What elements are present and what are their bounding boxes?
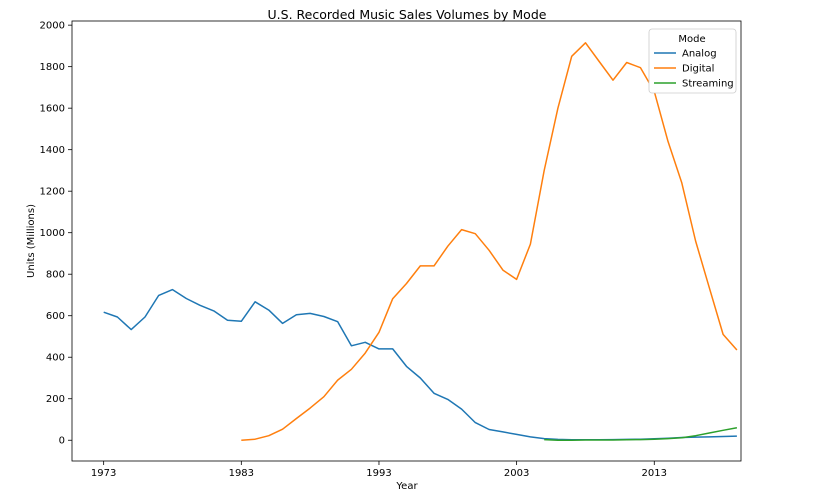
- x-tick-label: 2003: [504, 468, 529, 479]
- plot-lines: [103, 42, 738, 441]
- x-tick-label: 2013: [642, 468, 667, 479]
- y-tick-label: 2000: [40, 21, 65, 32]
- y-tick-label: 400: [46, 353, 65, 364]
- plot-frame: [71, 20, 742, 462]
- y-tick-label: 1200: [40, 187, 65, 198]
- y-tick-label: 600: [46, 311, 65, 322]
- y-tick-label: 1400: [40, 145, 65, 156]
- y-tick-label: 0: [59, 436, 65, 447]
- legend-label-analog: Analog: [682, 49, 717, 60]
- series-line-analog: [103, 288, 737, 441]
- y-tick-label: 800: [46, 270, 65, 281]
- series-line-streaming: [544, 427, 738, 441]
- legend: Mode Analog Digital Streaming: [648, 28, 737, 94]
- y-tick-label: 200: [46, 394, 65, 405]
- x-axis-label: Year: [395, 481, 418, 492]
- x-axis: 1973 1983 1993 2003 2013: [91, 461, 667, 479]
- legend-items: Analog Digital Streaming: [654, 49, 734, 90]
- y-tick-label: 1800: [40, 62, 65, 73]
- x-tick-label: 1993: [366, 468, 391, 479]
- series-line-digital: [241, 42, 738, 441]
- y-axis: 0 200 400 600 800 1000 1200 1400 1600 1800 2000: [40, 21, 72, 447]
- y-tick-label: 1000: [40, 228, 65, 239]
- x-tick-label: 1973: [91, 468, 116, 479]
- legend-title: Mode: [678, 34, 705, 45]
- legend-label-streaming: Streaming: [682, 79, 734, 90]
- x-tick-label: 1983: [229, 468, 254, 479]
- chart-title: U.S. Recorded Music Sales Volumes by Mod…: [268, 7, 547, 22]
- legend-box: [648, 28, 737, 94]
- y-tick-label: 1600: [40, 104, 65, 115]
- legend-label-digital: Digital: [682, 64, 714, 75]
- y-axis-label: Units (Millions): [26, 204, 37, 278]
